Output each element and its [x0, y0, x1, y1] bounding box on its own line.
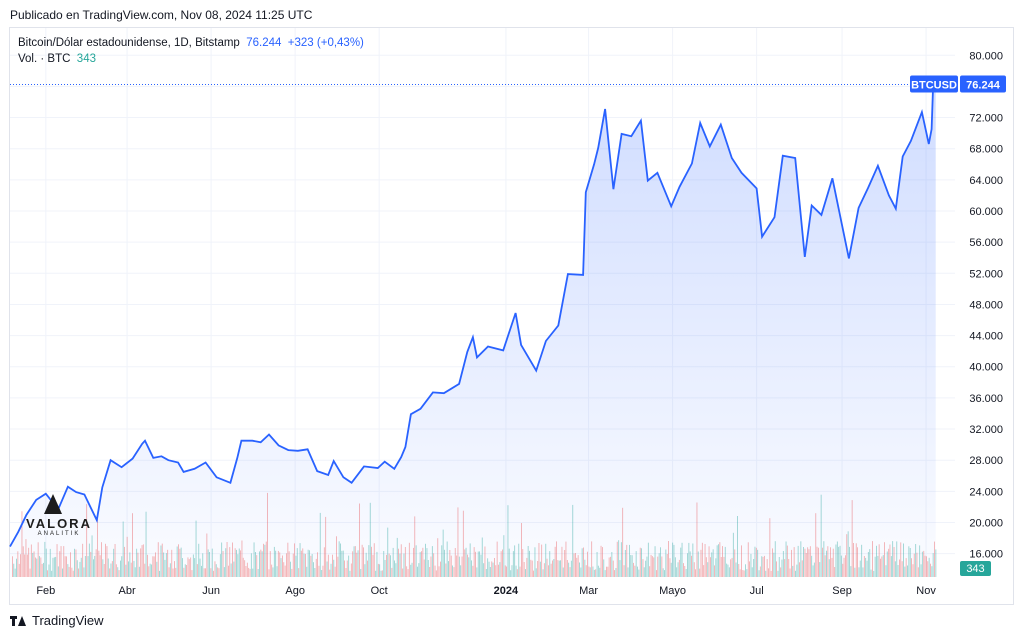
y-tick-label: 72.000 [969, 113, 1003, 125]
y-tick-label: 16.000 [969, 549, 1003, 561]
x-tick-label: Feb [36, 585, 55, 597]
valora-logo-name: VALORA [26, 516, 92, 531]
x-tick-label: Nov [916, 585, 936, 597]
legend-title-row: Bitcoin/Dólar estadounidense, 1D, Bitsta… [18, 35, 364, 51]
y-tick-label: 36.000 [969, 393, 1003, 405]
price-line [9, 84, 937, 548]
published-note: Publicado en TradingView.com, Nov 08, 20… [10, 8, 313, 22]
x-tick-label: Jun [202, 585, 220, 597]
symbol-title: Bitcoin/Dólar estadounidense, 1D, Bitsta… [18, 37, 240, 49]
y-tick-label: 44.000 [969, 331, 1003, 343]
ticker-badge [910, 75, 958, 93]
y-tick-label: 68.000 [969, 144, 1003, 156]
y-tick-label: 80.000 [969, 50, 1003, 62]
x-tick-label: Abr [119, 585, 136, 597]
price-badge-label: 76.244 [966, 80, 1001, 92]
y-tick-label: 28.000 [969, 455, 1003, 467]
volume-value: 343 [76, 53, 96, 65]
price-area [10, 84, 936, 577]
x-tick-label: Mayo [659, 585, 686, 597]
y-tick-label: 40.000 [969, 362, 1003, 374]
y-tick-label: 32.000 [969, 424, 1003, 436]
valora-analitik-logo: VALORA ANALITIK [20, 494, 98, 542]
volume-label: Vol. · BTC [18, 53, 71, 65]
x-tick-label: Sep [832, 585, 852, 597]
x-tick-label: 2024 [494, 585, 519, 597]
footer-brand[interactable]: TradingView [10, 613, 104, 628]
y-tick-label: 20.000 [969, 517, 1003, 529]
volume-bar [935, 549, 937, 577]
price-badge [960, 75, 1006, 93]
x-tick-label: Oct [371, 585, 388, 597]
y-tick-label: 64.000 [969, 175, 1003, 187]
tradingview-label: TradingView [32, 613, 104, 628]
y-tick-label: 48.000 [969, 299, 1003, 311]
y-tick-label: 56.000 [969, 237, 1003, 249]
y-tick-label: 60.000 [969, 206, 1003, 218]
y-tick-label: 52.000 [969, 268, 1003, 280]
ticker-badge-label: BTCUSD [911, 80, 957, 92]
x-tick-label: Mar [579, 585, 598, 597]
valora-mark-icon [44, 494, 62, 514]
y-tick-label: 24.000 [969, 486, 1003, 498]
valora-logo-sub: ANALITIK [37, 531, 81, 537]
x-tick-label: Jul [750, 585, 764, 597]
price-change: +323 (+0,43%) [287, 37, 364, 49]
x-tick-label: Ago [285, 585, 305, 597]
chart-legend: Bitcoin/Dólar estadounidense, 1D, Bitsta… [18, 35, 364, 67]
chart-frame [9, 27, 1014, 605]
tradingview-logo-icon [10, 615, 27, 627]
last-price: 76.244 [246, 37, 282, 49]
legend-volume-row: Vol. · BTC 343 [18, 51, 364, 67]
volume-badge [960, 561, 991, 576]
volume-badge-label: 343 [966, 563, 984, 575]
